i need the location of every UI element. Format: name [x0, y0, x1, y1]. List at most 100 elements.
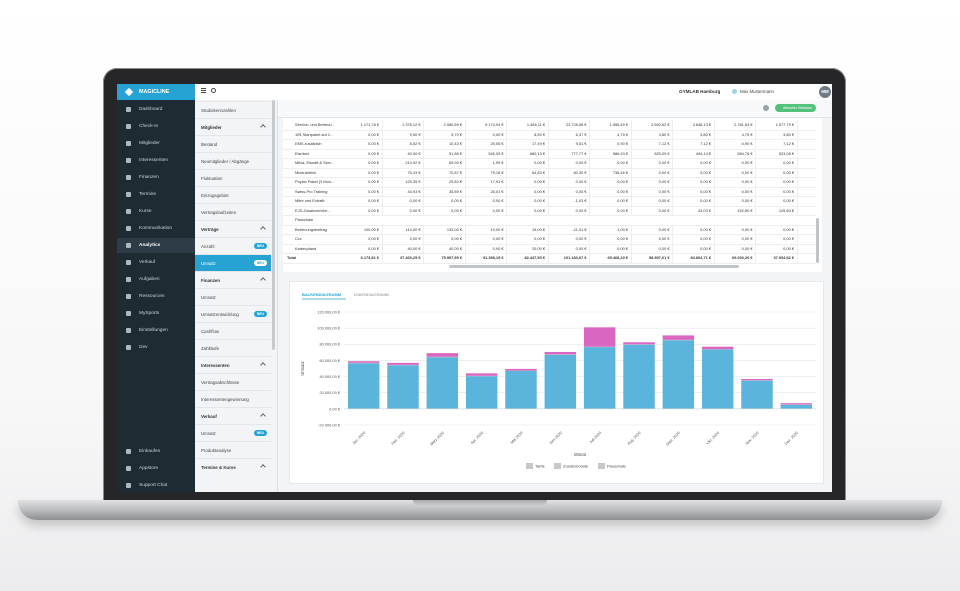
cell-value: 129,35 €	[405, 179, 421, 184]
cell-value: 25,82 €	[449, 179, 462, 184]
sub-nav-item[interactable]: Umsatz NEU	[195, 424, 271, 442]
nav-item[interactable]: Analytics	[117, 238, 195, 253]
bar-segment	[387, 362, 419, 365]
bar-segment	[701, 346, 734, 350]
sub-nav-item[interactable]: Cashflow	[195, 322, 271, 340]
cell-value: 37.934,52 €	[773, 255, 794, 260]
cell-value: 0,00 €	[783, 198, 794, 203]
column-divider	[755, 139, 756, 149]
column-divider	[672, 224, 673, 234]
nav-item[interactable]: Dev	[117, 340, 195, 355]
user-name[interactable]: Max Mustermann	[740, 89, 774, 94]
bar-segment	[465, 373, 498, 376]
chart-view-tab[interactable]: LINIENDIAGRAMM	[354, 292, 389, 297]
logo[interactable]: MAGICLINE	[117, 84, 195, 100]
nav-item[interactable]: Check-In	[117, 119, 195, 134]
nav-item[interactable]: Dashboard	[117, 102, 195, 117]
sub-nav-item: Termine & Kurse	[195, 458, 271, 476]
cell-value: 0,00 €	[534, 179, 545, 184]
nav-item[interactable]: Kommunikation	[117, 221, 195, 236]
nav-item[interactable]: Aufgaben	[117, 272, 195, 287]
cell-value: 7,12 €	[658, 141, 670, 146]
sub-nav-item[interactable]: Umsatzentwicklung NEU	[195, 305, 271, 323]
sub-nav-item[interactable]: Umsatz	[195, 288, 271, 306]
column-divider	[755, 129, 756, 139]
nav-item[interactable]: Interessenten	[117, 153, 195, 168]
sub-nav-label: Anzahl	[201, 244, 215, 249]
chart-view-tab[interactable]: BALKENDIAGRAMM	[302, 292, 342, 297]
column-divider	[547, 167, 548, 177]
avatar[interactable]: MM	[819, 86, 831, 98]
column-divider	[796, 167, 797, 177]
column-divider	[464, 167, 465, 177]
sub-nav-item[interactable]: Vertragslaufzeiten	[195, 203, 271, 221]
sub-nav-item[interactable]: Vertragsabschlüsse	[195, 373, 271, 391]
cell-value: -1,03 €	[574, 198, 587, 203]
sub-nav-label: Interessenten	[201, 363, 230, 368]
cell-value: 0,00 €	[700, 198, 711, 203]
column-divider	[755, 167, 756, 177]
cell-value: 0,00 €	[783, 226, 794, 232]
cell-value: 0,00 €	[368, 131, 379, 137]
nav-item[interactable]: Support Chat	[117, 478, 195, 492]
menu-icon[interactable]	[201, 88, 206, 89]
legend-label[interactable]: Tarife	[535, 464, 546, 469]
cell-value: 26,01 €	[490, 188, 504, 194]
cell-value: 0,00 €	[741, 169, 753, 175]
row-name: Ccc	[295, 236, 302, 241]
nav-label: Termine	[139, 192, 157, 197]
sub-nav-label: Verkauf	[201, 414, 217, 419]
x-tick-label: Juni 2020	[549, 431, 563, 445]
nav-item[interactable]: Finanzen	[117, 170, 195, 185]
column-divider	[630, 148, 631, 158]
table-scrollbar	[449, 265, 739, 268]
row-name: Mineraldrink	[295, 169, 317, 175]
column-divider	[630, 224, 631, 234]
sub-nav-item[interactable]: Fluktuation	[195, 169, 271, 187]
legend-swatch[interactable]	[598, 463, 605, 469]
nav-item[interactable]: MySports	[117, 306, 195, 321]
sub-nav-item[interactable]: Produktanalyse	[195, 441, 271, 459]
column-divider	[672, 196, 673, 206]
sub-nav-item[interactable]: Einzugsgebiet	[195, 186, 271, 204]
nav-item[interactable]: Einkaufen	[117, 444, 195, 459]
bar-segment	[780, 403, 813, 405]
column-divider	[630, 243, 631, 253]
column-divider	[713, 243, 714, 253]
nav-item[interactable]: Ressourcen	[117, 289, 195, 304]
location[interactable]: GYMLAB Hamburg	[679, 89, 721, 94]
column-divider	[713, 139, 714, 149]
cell-value: 0,00 €	[409, 207, 421, 213]
cell-value: 1.577,79 €	[775, 122, 794, 127]
sub-nav-item[interactable]: Anzahl NEU	[195, 237, 271, 255]
period-button[interactable]: Aktueller Zeitraum	[775, 104, 817, 112]
nav-item[interactable]: Einstellungen	[117, 323, 195, 338]
nav-item[interactable]: Verkauf	[117, 255, 195, 270]
nav-label: Ressourcen	[139, 294, 165, 299]
sub-nav-item[interactable]: Umsatz NEU	[195, 254, 271, 272]
sub-nav-item[interactable]: Interessentengewinnung	[195, 390, 271, 408]
cell-value: 133,00 €	[446, 226, 462, 232]
cell-value: 9,51 €	[575, 141, 587, 146]
search-icon[interactable]	[211, 88, 216, 93]
cell-value: 40,00 €	[449, 245, 462, 251]
legend-swatch[interactable]	[526, 463, 533, 469]
nav-item[interactable]: Appstore	[117, 461, 195, 476]
column-divider	[589, 196, 590, 206]
nav-item[interactable]: Termine	[117, 187, 195, 202]
column-divider	[464, 139, 465, 149]
help-icon[interactable]	[763, 105, 769, 111]
sub-nav-item[interactable]: Zahlläufe	[195, 339, 271, 357]
x-tick-label: Okt. 2020	[706, 431, 720, 445]
legend-label[interactable]: Pauschale	[607, 464, 626, 469]
nav-label: Support Chat	[139, 483, 168, 488]
sub-nav-item[interactable]: Neumitglieder / Abgänge	[195, 152, 271, 170]
nav-item[interactable]: Mitglieder	[117, 136, 195, 151]
sub-nav-item[interactable]: Studiokennzahlen	[195, 101, 271, 119]
legend-label[interactable]: Zusatzmodule	[563, 464, 589, 469]
nav-item[interactable]: Kurse	[117, 204, 195, 219]
bar-segment	[623, 342, 655, 345]
sub-nav-item[interactable]: Bestand	[195, 135, 271, 153]
legend-swatch[interactable]	[554, 463, 561, 469]
column-divider	[796, 129, 797, 139]
